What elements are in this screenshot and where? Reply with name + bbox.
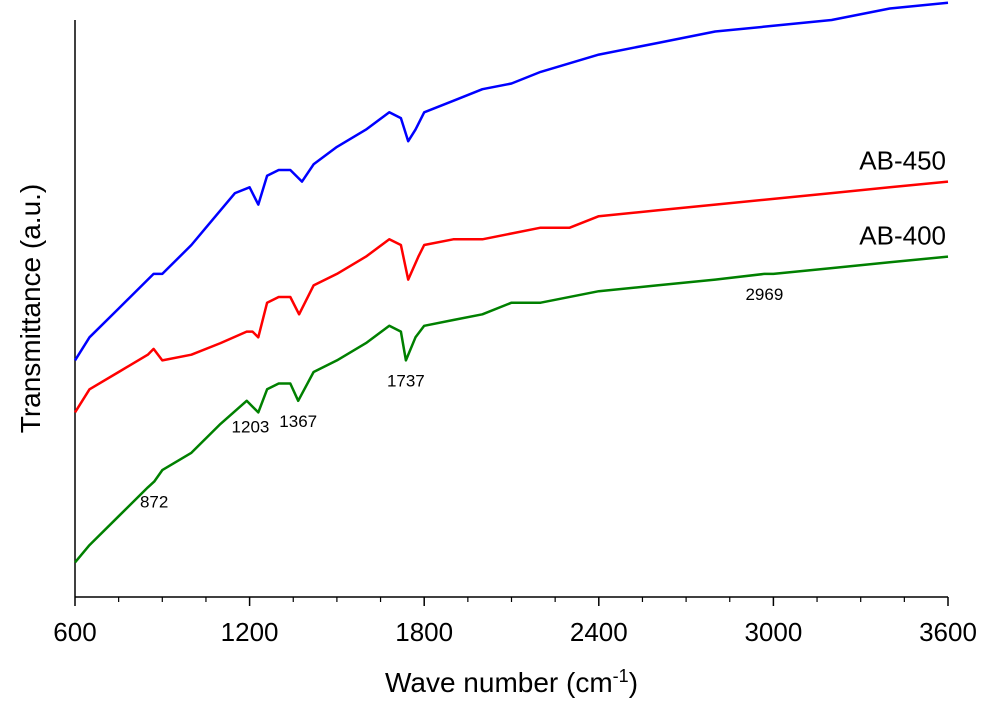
- peak-label: 1203: [232, 418, 270, 437]
- x-axis-title-sup: -1: [613, 666, 629, 686]
- x-axis-ticks: 600 1200 1800 2400 3000 3600: [53, 597, 977, 647]
- peak-label: 872: [140, 493, 168, 512]
- series-label-ab-450: AB-450: [859, 146, 946, 176]
- x-tick-label: 600: [53, 617, 96, 647]
- series-line-ab-450: [73, 180, 949, 414]
- x-tick-label: 3600: [919, 617, 977, 647]
- peak-annotations: 872 1203 1367 1737 2969: [140, 285, 783, 512]
- peak-label: 1367: [279, 412, 317, 431]
- peak-label: 1737: [387, 371, 425, 390]
- x-axis-title-close: ): [629, 667, 638, 698]
- x-tick-label: 3000: [744, 617, 802, 647]
- peak-label: 2969: [745, 285, 783, 304]
- x-axis-title: Wave number (cm-1): [385, 666, 638, 698]
- x-tick-label: 2400: [570, 617, 628, 647]
- x-tick-label: 1200: [221, 617, 279, 647]
- series-line-ab-400: [74, 255, 949, 564]
- x-axis-title-main: Wave number (cm: [385, 667, 613, 698]
- series-label-ab-400: AB-400: [859, 221, 946, 251]
- y-axis-title: Transmittance (a.u.): [15, 184, 46, 433]
- x-tick-label: 1800: [395, 617, 453, 647]
- series-line-ab-500: [73, 1, 949, 362]
- series-lines: [73, 1, 949, 564]
